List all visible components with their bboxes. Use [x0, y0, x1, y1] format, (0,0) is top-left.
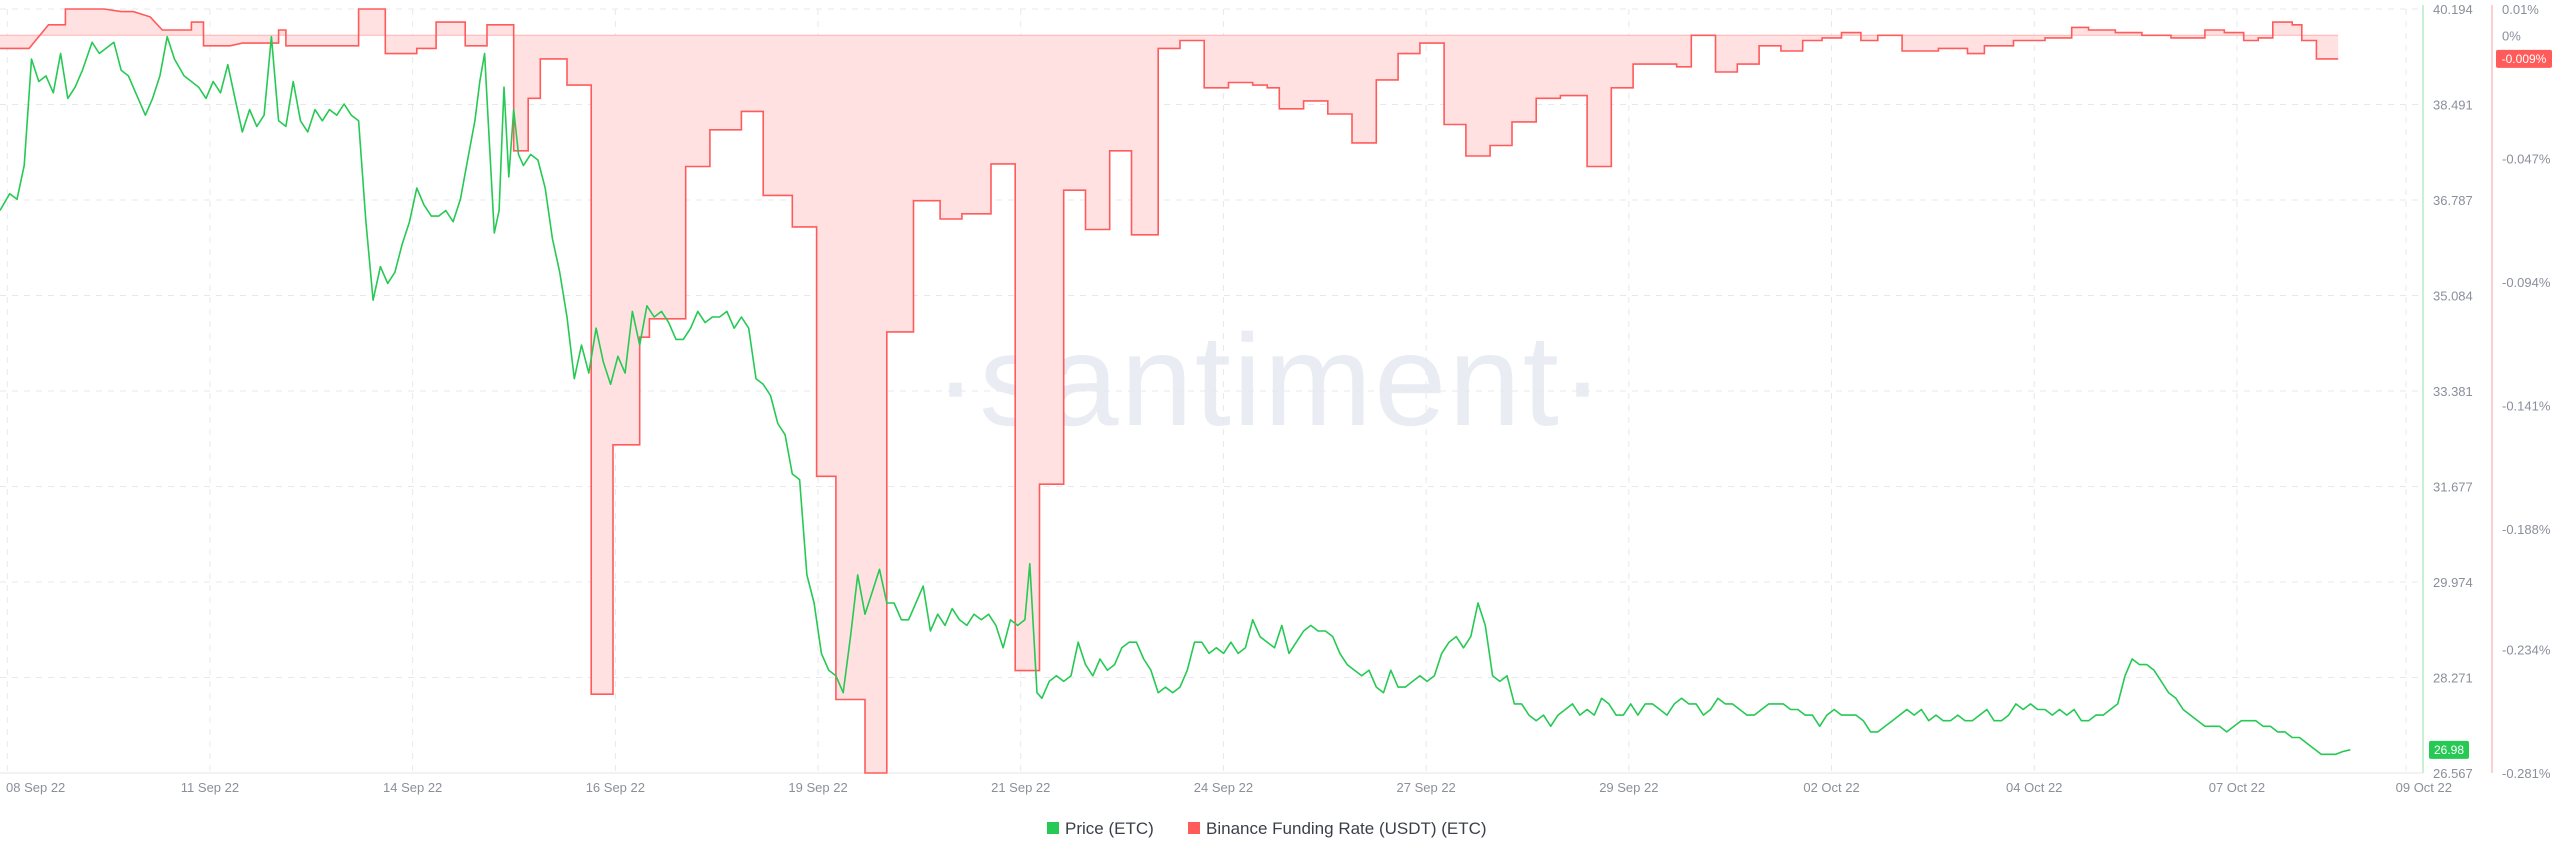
x-tick-label: 14 Sep 22 [383, 780, 442, 795]
left-ticks: 40.194 38.491 36.787 35.084 33.381 31.677 29.9… [2433, 2, 2473, 781]
price-line [0, 35, 2351, 756]
x-tick-label: 09 Oct 22 [2396, 780, 2452, 795]
x-tick-label: 02 Oct 22 [1803, 780, 1859, 795]
x-tick-label: 07 Oct 22 [2209, 780, 2265, 795]
x-tick-label: 19 Sep 22 [788, 780, 847, 795]
price-tick-label: 29.974 [2433, 575, 2473, 590]
price-tick-label: 36.787 [2433, 193, 2473, 208]
funding-tick-label: -0.234% [2502, 643, 2551, 658]
funding-tick-label: -0.188% [2502, 522, 2551, 537]
price-last-badge-label: 26.98 [2434, 743, 2464, 757]
price-tick-label: 40.194 [2433, 2, 2473, 17]
legend-swatch-price[interactable] [1047, 822, 1059, 834]
price-tick-label: 35.084 [2433, 288, 2473, 303]
price-layer [0, 35, 2351, 756]
price-tick-label: 33.381 [2433, 384, 2473, 399]
funding-tick-label: -0.141% [2502, 398, 2551, 413]
badges: 26.98 -0.009% [2429, 49, 2552, 759]
x-tick-label: 16 Sep 22 [586, 780, 645, 795]
grid [0, 8, 2423, 774]
price-tick-label: 26.567 [2433, 766, 2473, 781]
funding-layer [0, 8, 2339, 774]
legend-label-funding[interactable]: Binance Funding Rate (USDT) (ETC) [1206, 819, 1487, 838]
funding-tick-label: 0.01% [2502, 2, 2539, 17]
legend-swatch-funding[interactable] [1188, 822, 1200, 834]
legend[interactable]: Price (ETC) Binance Funding Rate (USDT) (… [1047, 819, 1487, 838]
funding-last-badge-label: -0.009% [2502, 52, 2547, 66]
price-tick-label: 31.677 [2433, 480, 2473, 495]
legend-label-price[interactable]: Price (ETC) [1065, 819, 1154, 838]
x-tick-label: 08 Sep 22 [6, 780, 65, 795]
funding-tick-label: -0.094% [2502, 275, 2551, 290]
x-tick-label: 11 Sep 22 [181, 780, 239, 795]
price-last-badge [2429, 740, 2469, 759]
x-ticks: 08 Sep 22 11 Sep 22 14 Sep 22 16 Sep 22 19 S… [6, 780, 2452, 795]
funding-tick-label: 0% [2502, 28, 2521, 43]
x-tick-label: 24 Sep 22 [1194, 780, 1253, 795]
x-tick-label: 04 Oct 22 [2006, 780, 2062, 795]
funding-tick-label: -0.047% [2502, 152, 2551, 167]
x-tick-label: 21 Sep 22 [991, 780, 1050, 795]
price-tick-label: 28.271 [2433, 670, 2473, 685]
funding-tick-label: -0.281% [2502, 766, 2551, 781]
funding-last-badge [2496, 49, 2552, 68]
funding-rate-line [0, 8, 2339, 774]
x-tick-label: 29 Sep 22 [1599, 780, 1658, 795]
axes [0, 5, 2493, 774]
price-tick-label: 38.491 [2433, 97, 2473, 112]
x-tick-label: 27 Sep 22 [1397, 780, 1456, 795]
right-ticks: 0.01% 0% -0.047% -0.094% -0.141% -0.188% -0.23… [2502, 2, 2551, 781]
